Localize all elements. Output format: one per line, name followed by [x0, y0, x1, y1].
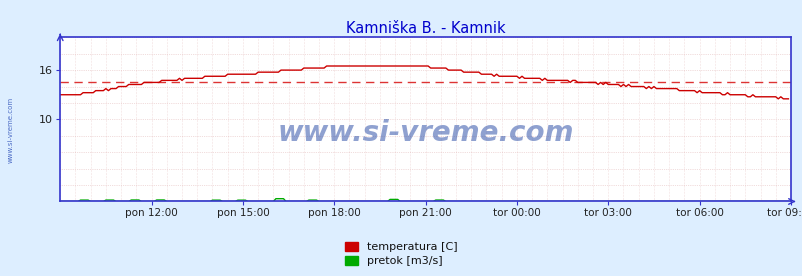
Text: www.si-vreme.com: www.si-vreme.com — [277, 118, 573, 147]
Text: www.si-vreme.com: www.si-vreme.com — [7, 97, 14, 163]
Title: Kamniška B. - Kamnik: Kamniška B. - Kamnik — [346, 21, 504, 36]
Legend: temperatura [C], pretok [m3/s]: temperatura [C], pretok [m3/s] — [340, 237, 462, 270]
